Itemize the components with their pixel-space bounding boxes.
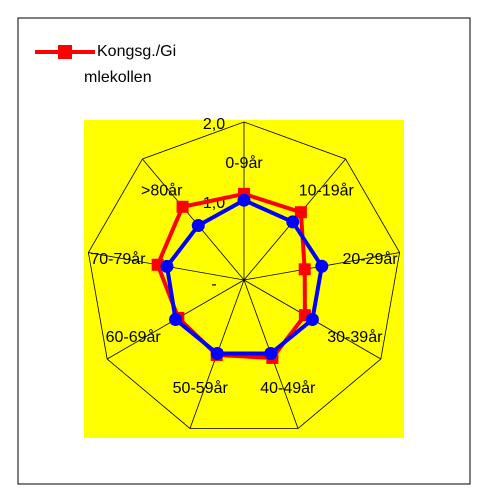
axis-tick-label: - bbox=[211, 276, 216, 293]
marker bbox=[298, 263, 311, 276]
category-label: 60-69år bbox=[106, 328, 162, 346]
legend-label: Kongsg./Gi mlekollen bbox=[84, 43, 176, 86]
marker bbox=[210, 346, 224, 360]
marker bbox=[237, 193, 251, 207]
category-label: 10-19år bbox=[299, 181, 355, 199]
spoke bbox=[142, 158, 245, 281]
grid-polygon bbox=[87, 121, 401, 429]
marker bbox=[315, 259, 329, 273]
marker bbox=[294, 206, 307, 219]
category-label: >80år bbox=[141, 181, 183, 199]
legend-marker bbox=[58, 45, 72, 59]
category-label: 20-29år bbox=[342, 250, 398, 268]
marker bbox=[160, 259, 174, 273]
marker bbox=[264, 346, 278, 360]
marker bbox=[305, 313, 319, 326]
marker bbox=[169, 313, 183, 326]
category-label: 30-39år bbox=[327, 328, 383, 346]
axis-tick-label: 2,0 bbox=[203, 116, 225, 133]
category-label: 0-9år bbox=[225, 154, 263, 172]
series-line bbox=[164, 197, 324, 356]
marker bbox=[286, 215, 300, 229]
category-label: 40-49år bbox=[260, 379, 316, 397]
category-label: 50-59år bbox=[173, 379, 229, 397]
marker bbox=[191, 219, 205, 233]
category-label: 70-79år bbox=[90, 250, 146, 268]
marker bbox=[176, 200, 189, 213]
